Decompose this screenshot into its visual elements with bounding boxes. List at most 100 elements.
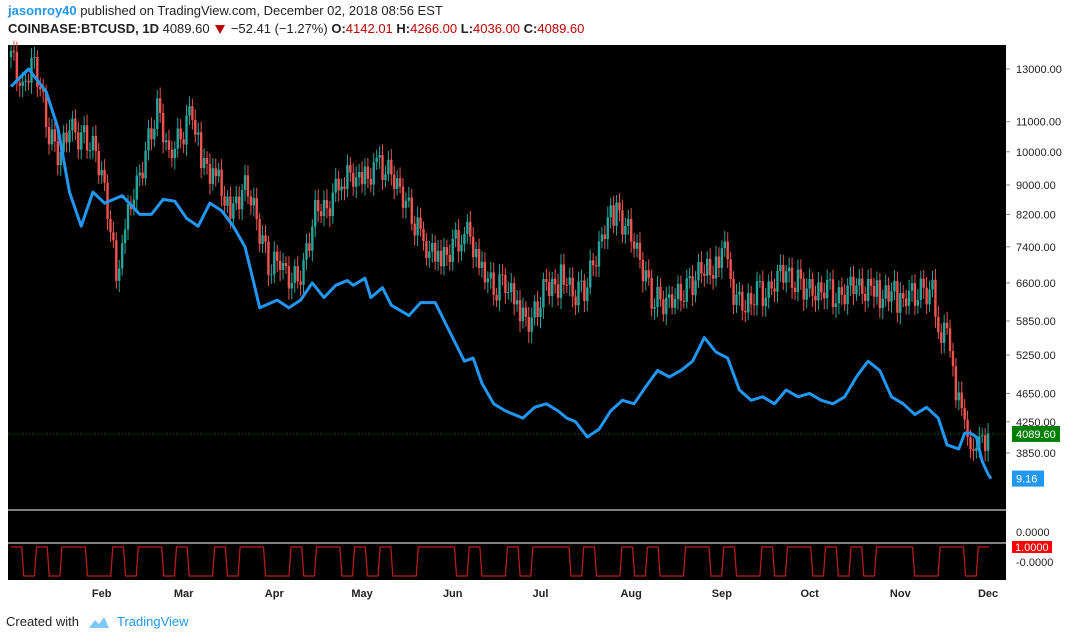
candle-body xyxy=(486,278,490,283)
candle-body xyxy=(793,287,797,292)
footer: Created with TradingView xyxy=(6,614,189,629)
candle-body xyxy=(746,293,750,313)
candle-body xyxy=(167,140,171,150)
candle-body xyxy=(703,273,706,276)
candle-body xyxy=(644,270,648,282)
candle-body xyxy=(591,260,595,266)
candle-body xyxy=(360,171,364,185)
time-axis-label: Jun xyxy=(443,588,463,600)
candle-body xyxy=(401,186,405,208)
candle-body xyxy=(729,259,732,279)
candle-body xyxy=(711,275,715,279)
candle-body xyxy=(808,279,811,289)
candle-body xyxy=(439,250,443,267)
candle-body xyxy=(387,159,390,175)
candle-body xyxy=(299,281,302,285)
candle-body xyxy=(176,128,179,149)
candle-body xyxy=(395,178,399,190)
candle-body xyxy=(875,280,879,297)
candle-body xyxy=(559,264,563,298)
candle-body xyxy=(641,259,645,282)
candle-body xyxy=(47,127,51,145)
candle-body xyxy=(606,217,609,239)
price-axis-label: 11000.00 xyxy=(1016,117,1061,129)
candle-body xyxy=(211,168,215,184)
tradingview-brand[interactable]: TradingView xyxy=(116,614,189,629)
candle-body xyxy=(583,280,586,302)
candle-body xyxy=(469,221,472,237)
candle-body xyxy=(480,261,484,268)
candle-body xyxy=(861,278,864,294)
candle-body xyxy=(907,290,911,306)
candle-body xyxy=(18,82,21,86)
candle-body xyxy=(969,437,972,450)
candle-body xyxy=(574,296,577,306)
candle-body xyxy=(232,203,235,219)
candle-body xyxy=(706,258,709,276)
candle-body xyxy=(68,130,71,143)
candle-body xyxy=(524,307,528,317)
time-axis: Feb Mar Apr May Jun Jul Aug Sep Oct Nov Dec xyxy=(92,588,998,600)
candle-body xyxy=(217,169,220,177)
candle-body xyxy=(612,205,615,226)
candle-body xyxy=(981,435,984,437)
candle-body xyxy=(632,241,636,249)
candle-body xyxy=(214,168,217,177)
candle-body xyxy=(208,163,212,184)
candle-body xyxy=(191,106,194,120)
open-value: 4142.01 xyxy=(345,21,393,36)
candle-body xyxy=(71,118,74,131)
candle-body xyxy=(782,264,785,283)
candle-body xyxy=(624,225,627,235)
candle-body xyxy=(902,293,905,299)
candle-body xyxy=(872,285,876,297)
candle-body xyxy=(568,277,571,286)
candle-body xyxy=(264,235,267,242)
candle-body xyxy=(656,286,659,308)
candle-body xyxy=(393,174,396,190)
lower-axis-label: 0.0000 xyxy=(1016,527,1050,539)
candle-body xyxy=(319,211,323,217)
candle-body xyxy=(205,158,209,164)
price-axis-label: 13000.00 xyxy=(1016,64,1062,76)
candle-body xyxy=(302,259,305,285)
candle-body xyxy=(580,280,583,282)
candle-body xyxy=(483,261,487,283)
candle-body xyxy=(381,155,384,181)
candle-body xyxy=(258,219,261,244)
candle-body xyxy=(340,186,343,191)
candle-body xyxy=(407,197,411,201)
candle-body xyxy=(828,279,832,281)
separator-pane-background xyxy=(8,510,1006,543)
time-axis-label: Sep xyxy=(712,588,732,600)
candle-body xyxy=(349,165,352,173)
candle-body xyxy=(287,266,291,289)
candle-body xyxy=(53,129,57,142)
candle-body xyxy=(352,172,355,187)
candle-body xyxy=(761,281,765,307)
candle-body xyxy=(442,247,446,267)
candle-body xyxy=(603,234,607,239)
candle-body xyxy=(922,278,925,288)
lower-axis-label: -0.0000 xyxy=(1016,557,1053,569)
candle-body xyxy=(785,271,788,283)
author-link[interactable]: jasonroy40 xyxy=(8,3,77,18)
candle-body xyxy=(223,196,226,206)
candle-body xyxy=(621,210,624,235)
price-axis-label: 10000.00 xyxy=(1016,147,1062,159)
candle-body xyxy=(700,262,703,274)
candle-body xyxy=(314,200,317,227)
price-axis-label: 5850.00 xyxy=(1016,316,1056,328)
candle-body xyxy=(170,149,174,159)
candle-body xyxy=(960,392,963,409)
candle-body xyxy=(112,232,115,241)
candle-body xyxy=(507,292,510,294)
candle-body xyxy=(308,243,311,251)
price-axis-label: 6600.00 xyxy=(1016,278,1056,290)
candle-body xyxy=(229,196,232,219)
price-axis-label: 9000.00 xyxy=(1016,180,1056,192)
candle-body xyxy=(255,197,258,220)
candle-body xyxy=(682,300,686,302)
candle-body xyxy=(597,241,601,267)
